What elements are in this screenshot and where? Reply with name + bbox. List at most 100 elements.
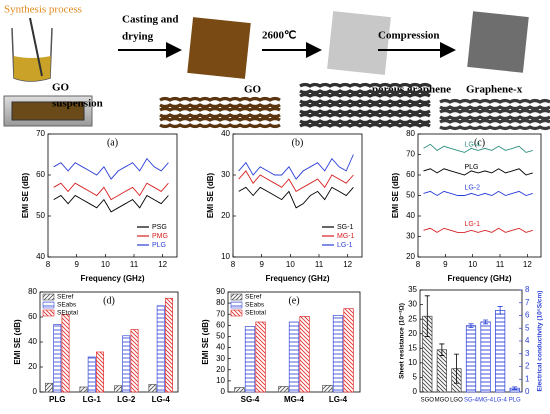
y-tick-label: 80 <box>28 287 37 296</box>
bar <box>156 305 165 393</box>
y-tick-label: 70 <box>216 309 225 318</box>
layer <box>299 99 431 105</box>
y-tick-label: 70 <box>36 129 45 138</box>
y-tick-label: 90 <box>216 287 225 296</box>
x-tick-label: LG-4 <box>329 395 348 404</box>
legend-swatch <box>230 293 243 301</box>
bar <box>244 326 256 393</box>
series-line <box>423 168 533 176</box>
y-tick-label: 20 <box>406 252 415 261</box>
panel-label: (b) <box>292 137 304 148</box>
legend-label: PMG <box>152 233 168 240</box>
bar <box>255 321 266 393</box>
y-tick-label: 40 <box>406 211 415 220</box>
legend-swatch <box>42 293 55 301</box>
series-line <box>423 227 533 233</box>
legend-label: PLG <box>152 242 166 249</box>
legend-label: PSG <box>152 224 167 231</box>
layer <box>159 116 281 122</box>
layer-stacks <box>159 82 550 131</box>
series-line <box>423 190 533 197</box>
y2-tick-label: 3 <box>525 349 530 358</box>
step-label: 2600℃ <box>262 30 296 42</box>
y-tick-label: 0 <box>221 387 226 396</box>
x-tick-label: 9 <box>443 260 448 269</box>
x-tick-label: 10 <box>101 260 110 269</box>
error-bar <box>497 306 503 315</box>
y-tick-label: 70 <box>406 150 415 159</box>
x-tick-label: 11 <box>496 260 505 269</box>
layer <box>159 123 281 129</box>
bar <box>332 314 344 393</box>
bar <box>165 297 174 393</box>
x-tick-label: 8 <box>46 260 51 269</box>
y2-tick-label: 5 <box>525 323 530 332</box>
bar <box>299 316 310 393</box>
y2-tick-label: 1 <box>525 374 530 383</box>
series-line <box>238 170 354 193</box>
bar <box>122 335 131 393</box>
legend-label: SEabs <box>245 302 265 309</box>
y-tick-label: 60 <box>36 170 45 179</box>
y-tick-label: 20 <box>216 365 225 374</box>
x-tick-label: LGO <box>450 398 463 404</box>
y-tick-label: 80 <box>216 298 225 307</box>
x-tick-label: SG-4 <box>464 398 479 404</box>
y-tick-label: 5 <box>413 373 418 382</box>
y-tick-label: 50 <box>406 191 415 200</box>
y-axis-label: Sheet resistance (10⁻²Ω) <box>399 303 406 379</box>
bar <box>480 321 491 393</box>
synthesis-diagram: Synthesis process GO suspension Casting … <box>3 4 550 131</box>
x-tick-label: LG-1 <box>83 395 102 404</box>
y-tick-label: 10 <box>221 252 230 261</box>
y-tick-label: 10 <box>216 376 225 385</box>
beaker <box>11 17 53 82</box>
x-tick-label: 8 <box>416 260 421 269</box>
bar <box>44 382 53 393</box>
error-bar <box>453 353 459 384</box>
legend-label: SEabs <box>57 302 77 309</box>
y2-tick-label: 8 <box>525 285 530 294</box>
bar <box>322 384 333 393</box>
layer <box>299 122 431 128</box>
y2-tick-label: 0 <box>525 387 530 396</box>
y-tick-label: 30 <box>216 354 225 363</box>
step-label: Graphene-x <box>466 84 523 96</box>
y-axis-label: EMI SE (dB) <box>391 173 400 219</box>
step-label: Casting and <box>122 14 179 26</box>
panel-label: (c) <box>474 137 485 148</box>
panel-label: (e) <box>288 295 299 306</box>
step-label: Compression <box>378 30 440 42</box>
legend-swatch <box>230 309 243 317</box>
suspension-label: GO <box>52 82 70 94</box>
x-tick-label: 11 <box>130 260 139 269</box>
y-tick-label: 35 <box>408 285 417 294</box>
layer <box>439 115 550 121</box>
series-line <box>53 194 169 213</box>
y-tick-label: 30 <box>221 170 230 179</box>
tray <box>3 95 93 127</box>
y2-tick-label: 6 <box>525 311 530 320</box>
plot-frame <box>47 133 178 258</box>
error-bar <box>439 343 445 356</box>
x-tick-label: LG-2 <box>117 395 136 404</box>
compressed-film <box>467 11 529 73</box>
error-bar <box>424 295 430 338</box>
error-bar <box>483 319 489 325</box>
y-axis-label: EMI SE (dB) <box>13 319 22 365</box>
bar <box>87 356 96 393</box>
y-axis-label: EMI SE (dB) <box>21 173 30 219</box>
error-bar <box>512 386 518 390</box>
y2-axis-label: Electrical conductivity (10⁵S/cm) <box>537 291 544 392</box>
y-tick-label: 20 <box>221 211 230 220</box>
legend-label: MG-1 <box>337 233 355 240</box>
bar <box>113 385 122 393</box>
layer <box>159 103 281 109</box>
y2-tick-label: 2 <box>525 362 530 371</box>
bar <box>53 324 62 393</box>
x-tick-label: 11 <box>315 260 324 269</box>
legend-swatch <box>230 301 243 309</box>
suspension-label: suspension <box>52 98 103 110</box>
y2-tick-label: 7 <box>525 298 530 307</box>
